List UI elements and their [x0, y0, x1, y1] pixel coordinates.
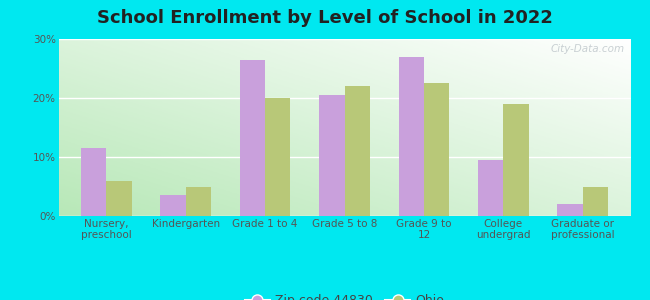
Bar — [478, 160, 503, 216]
Text: School Enrollment by Level of School in 2022: School Enrollment by Level of School in … — [97, 9, 553, 27]
Bar — [81, 148, 106, 216]
Bar — [186, 187, 211, 216]
Bar — [503, 104, 529, 216]
Bar — [265, 98, 291, 216]
Legend: Zip code 44830, Ohio: Zip code 44830, Ohio — [240, 290, 449, 300]
Bar — [583, 187, 608, 216]
Text: City-Data.com: City-Data.com — [551, 44, 625, 54]
Bar — [319, 95, 344, 216]
Bar — [398, 57, 424, 216]
Bar — [344, 86, 370, 216]
Bar — [106, 181, 131, 216]
Bar — [160, 195, 186, 216]
Bar — [240, 60, 265, 216]
Bar — [558, 204, 583, 216]
Bar — [424, 83, 449, 216]
